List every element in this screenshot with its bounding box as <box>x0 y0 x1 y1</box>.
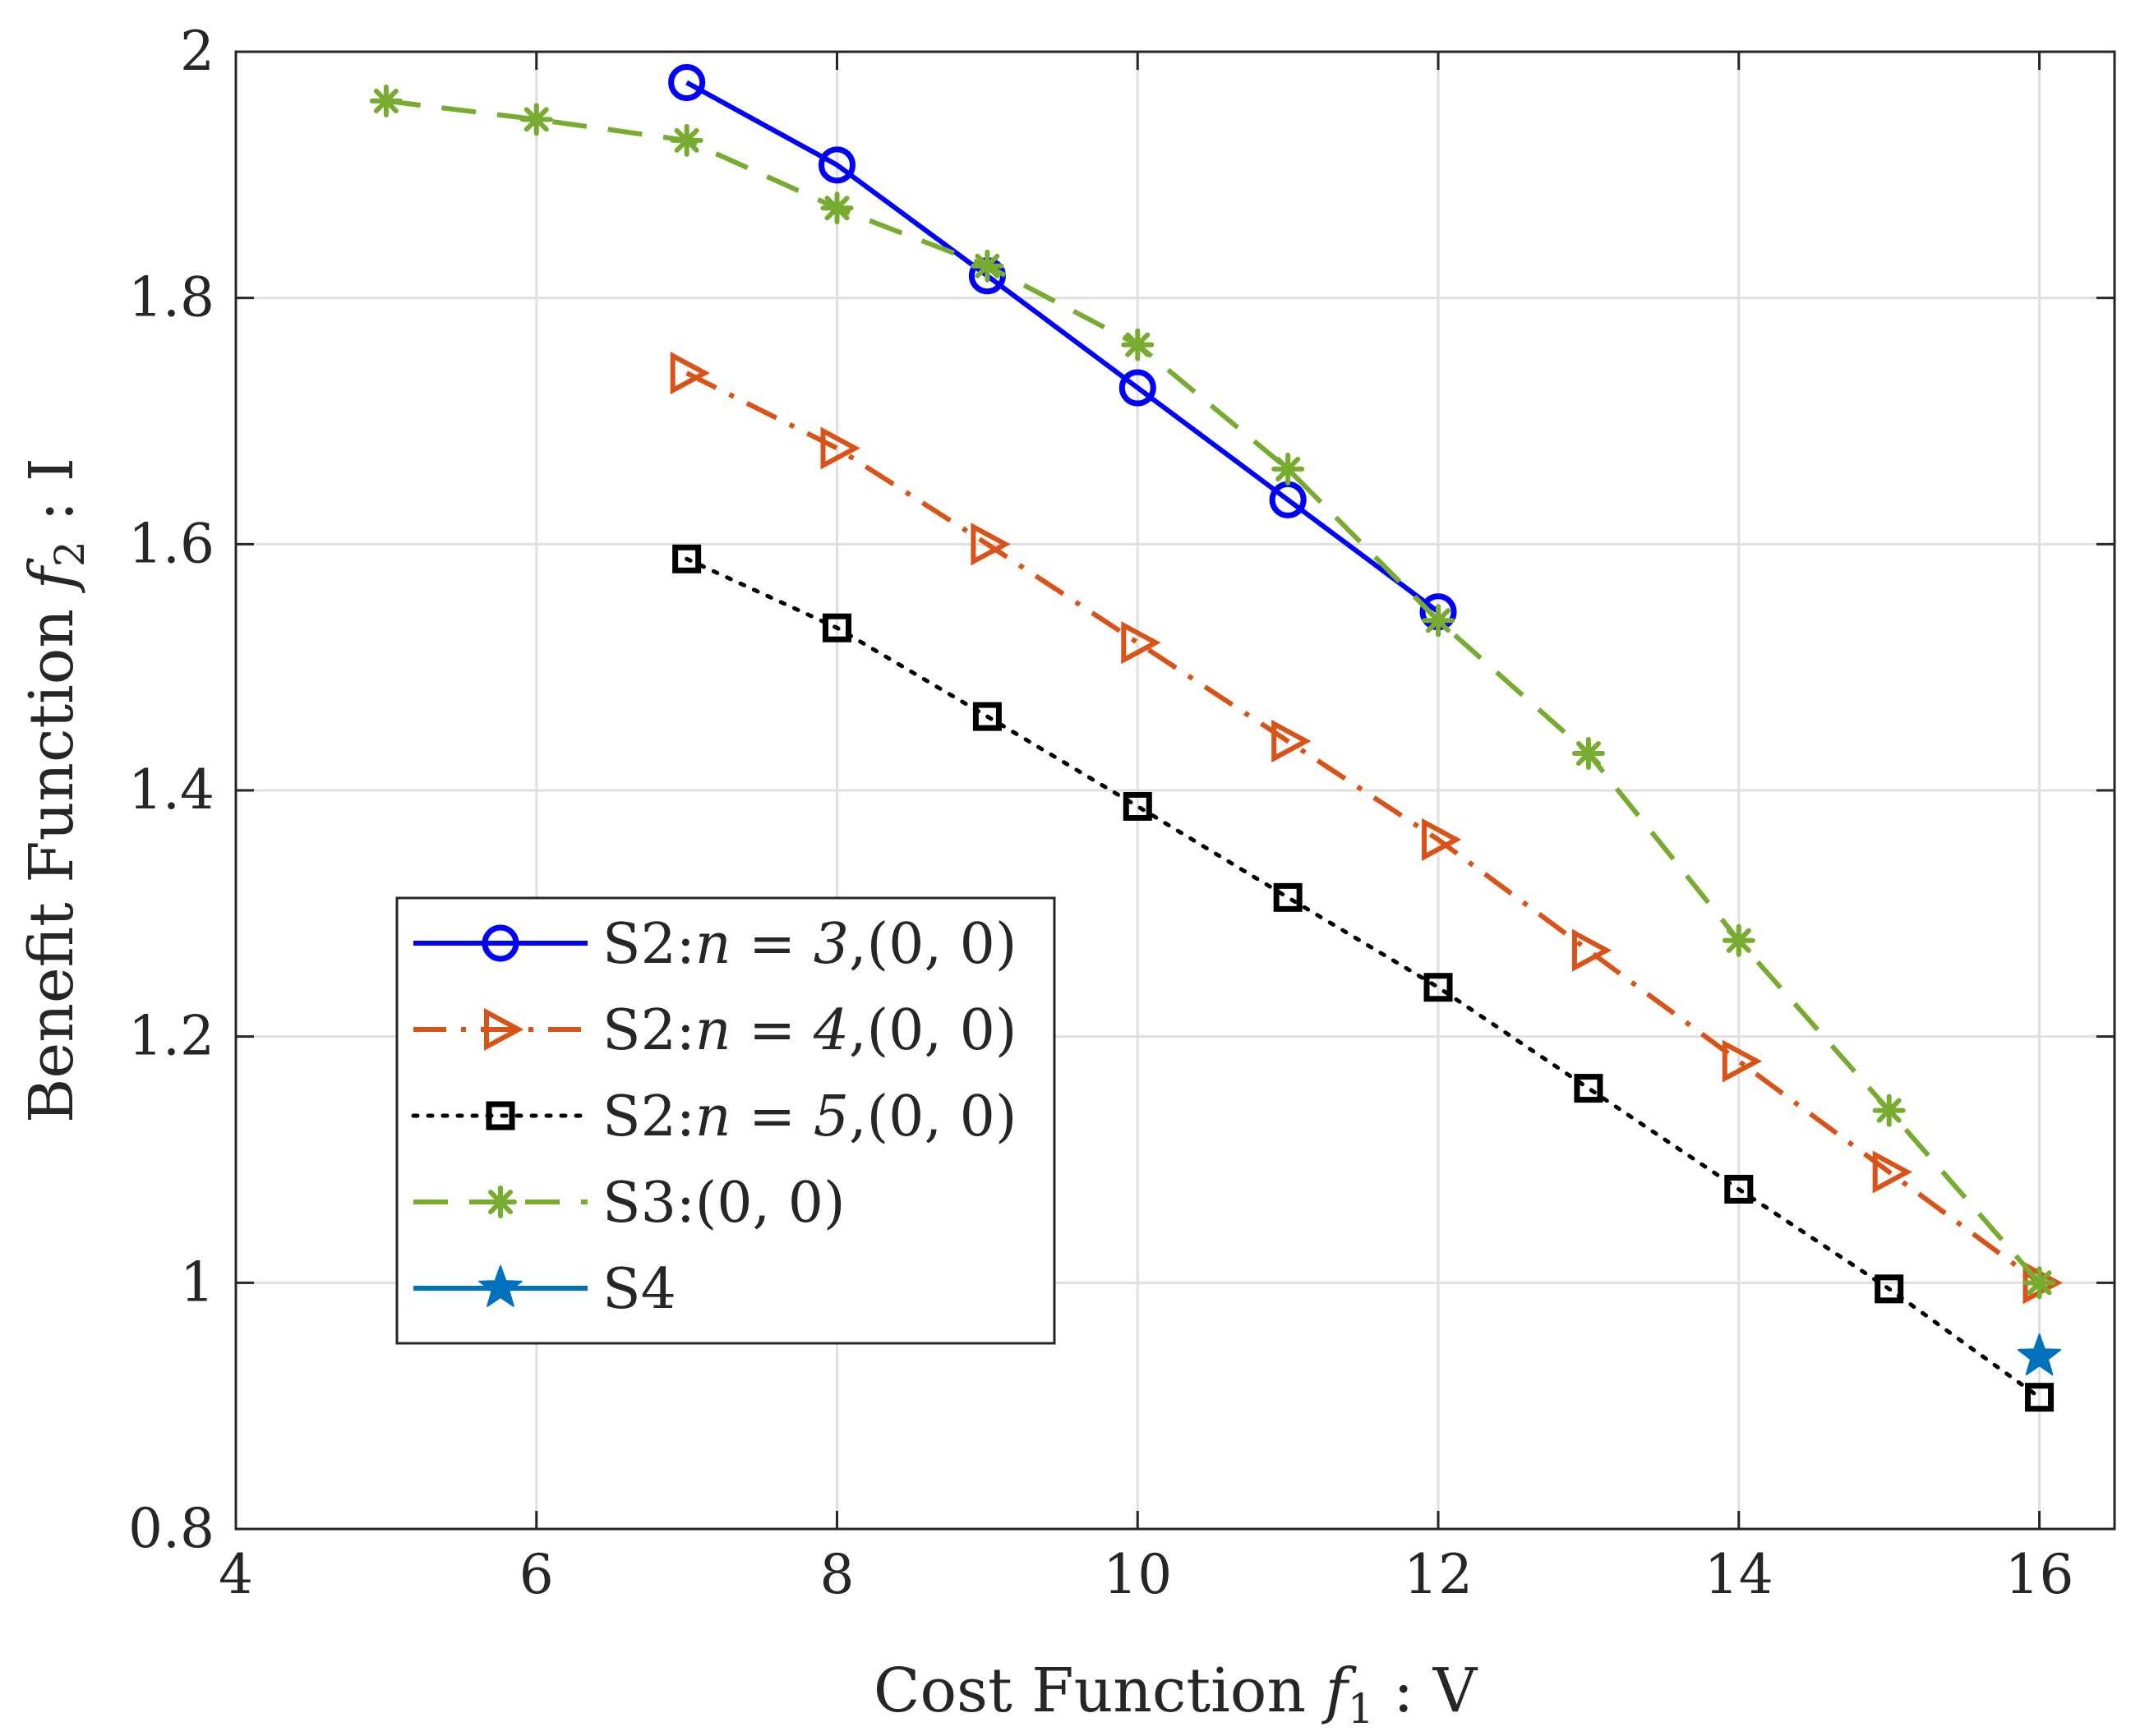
x-axis-label-suffix: : V <box>1374 1655 1478 1726</box>
legend-item: S2:n = 4,(0, 0) <box>413 998 1017 1063</box>
x-tick-label: 12 <box>1404 1543 1473 1606</box>
ticks: 4 6 8 10 12 14 16 0.8 1 1.2 1.4 1.6 1.8 2 <box>128 20 2115 1606</box>
y-axis-label-prefix: Benefit Function <box>16 589 87 1123</box>
legend: S2:n = 3,(0, 0) S2:n = 4,(0, 0) S2:n = 5,(… <box>395 896 1056 1345</box>
data-point <box>819 146 856 184</box>
y-axis-label: Benefit Function f2 : I <box>16 458 94 1123</box>
data-point <box>369 84 403 117</box>
data-point <box>1571 928 1612 972</box>
data-point <box>1271 452 1305 486</box>
y-tick-label: 1.6 <box>128 512 214 575</box>
y-axis-label-sub: 2 <box>46 541 94 567</box>
data-point <box>1422 604 1455 638</box>
data-point <box>972 702 1002 731</box>
series-line <box>685 371 2041 1285</box>
data-point <box>1722 1039 1763 1083</box>
data-point <box>519 103 553 136</box>
data-point <box>1123 791 1152 821</box>
legend-marker <box>486 1101 515 1130</box>
series-line <box>685 80 1440 615</box>
series-2 <box>670 352 2063 1305</box>
x-tick-label: 10 <box>1103 1543 1172 1606</box>
data-point <box>1872 1094 1906 1127</box>
legend-label: S2:n = 4,(0, 0) <box>602 998 1017 1063</box>
data-point <box>2017 1333 2062 1376</box>
data-point <box>823 613 852 642</box>
y-tick-label: 2 <box>180 20 214 83</box>
series-line <box>385 98 2041 1285</box>
data-point <box>1571 737 1605 771</box>
data-point <box>2022 1266 2056 1300</box>
legend-label: S4 <box>602 1257 676 1322</box>
series-4 <box>369 84 2056 1300</box>
x-tick-label: 16 <box>2005 1543 2074 1606</box>
data-point <box>971 249 1004 283</box>
legend-marker <box>484 1186 517 1218</box>
y-tick-label: 1.4 <box>128 758 214 822</box>
data-point <box>1121 621 1161 665</box>
legend-marker <box>482 924 519 962</box>
legend-item: S3:(0, 0) <box>413 1171 846 1236</box>
series-layer <box>369 63 2063 1412</box>
series-line <box>685 556 2042 1400</box>
y-tick-label: 1.8 <box>128 266 214 329</box>
legend-item: S4 <box>413 1257 676 1322</box>
legend-label: S2:n = 3,(0, 0) <box>602 912 1017 977</box>
data-point <box>820 426 860 470</box>
x-tick-label: 14 <box>1704 1543 1773 1606</box>
x-axis-label-prefix: Cost Function <box>874 1655 1326 1726</box>
data-point <box>1574 1074 1603 1103</box>
legend-box <box>395 896 1056 1345</box>
data-point <box>1422 817 1462 861</box>
legend-item: S2:n = 3,(0, 0) <box>413 912 1017 977</box>
data-point <box>971 523 1011 566</box>
legend-label: S3:(0, 0) <box>602 1171 846 1236</box>
legend-marker <box>484 1007 524 1052</box>
data-point <box>672 544 702 573</box>
data-point <box>820 191 854 225</box>
x-axis-label: Cost Function f1 : V <box>874 1655 1478 1733</box>
y-axis-label-suffix: : I <box>16 458 87 541</box>
series-3 <box>672 544 2055 1412</box>
data-point <box>1722 923 1755 957</box>
series-1 <box>668 63 1457 631</box>
data-point <box>668 63 706 101</box>
data-point <box>1118 369 1156 407</box>
data-point <box>2025 1383 2055 1412</box>
data-point <box>1724 1174 1754 1204</box>
data-point <box>1271 720 1312 763</box>
legend-marker <box>478 1265 523 1307</box>
series-5 <box>2017 1333 2062 1376</box>
x-tick-label: 4 <box>219 1543 253 1606</box>
data-point <box>1875 1274 1904 1304</box>
data-point <box>1273 882 1303 912</box>
data-point <box>670 123 703 157</box>
y-tick-label: 1.2 <box>128 1005 214 1068</box>
legend-label: S2:n = 5,(0, 0) <box>602 1084 1017 1149</box>
y-tick-label: 1 <box>180 1250 214 1314</box>
y-tick-label: 0.8 <box>128 1497 214 1560</box>
legend-item: S2:n = 5,(0, 0) <box>411 1084 1017 1149</box>
data-point <box>1423 973 1453 1002</box>
data-point <box>1872 1150 1913 1194</box>
x-tick-label: 8 <box>820 1543 855 1606</box>
x-tick-label: 6 <box>519 1543 554 1606</box>
data-point <box>670 352 710 395</box>
data-point <box>1121 328 1155 361</box>
x-axis-label-sub: 1 <box>1348 1685 1374 1733</box>
